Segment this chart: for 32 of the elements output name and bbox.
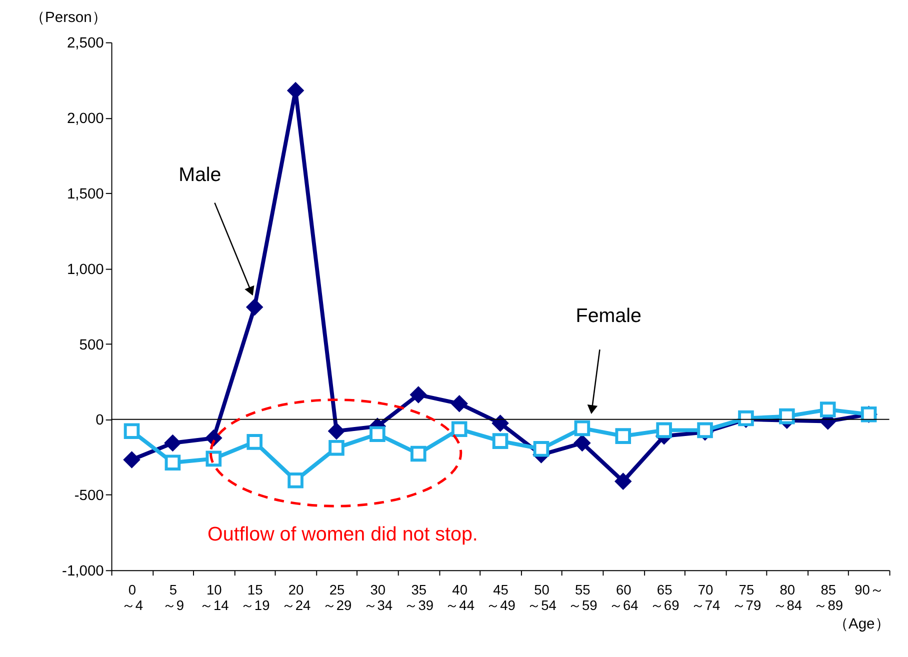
- x-tick-label: 65 ～69: [650, 582, 680, 614]
- x-tick-label: 90～: [854, 582, 884, 598]
- x-tick-label: 50 ～54: [527, 582, 557, 614]
- x-tick-label: 0 ～4: [121, 582, 144, 614]
- x-tick-label: 75 ～79: [732, 582, 762, 614]
- y-tick-label: 500: [79, 337, 104, 354]
- annotation: Outflow of women did not stop.: [208, 524, 478, 546]
- x-tick-label: 5 ～9: [162, 582, 184, 614]
- y-tick-label: 2,000: [66, 111, 104, 128]
- x-tick-label: 85 ～89: [814, 582, 844, 614]
- x-tick-label: 35 ～39: [404, 582, 434, 614]
- y-tick-label: 1,500: [66, 186, 104, 203]
- y-tick-label: -500: [74, 488, 104, 504]
- x-tick-label: 40 ～44: [445, 582, 475, 614]
- y-tick-label: 0: [96, 412, 104, 429]
- x-tick-label: 80 ～84: [772, 582, 802, 614]
- y-tick-label: 2,500: [66, 36, 104, 52]
- x-tick-label: 20 ～24: [281, 582, 312, 614]
- y-axis-title: （Person）: [30, 10, 107, 26]
- x-tick-label: 15 ～19: [240, 582, 270, 614]
- text: Male: [178, 164, 222, 186]
- x-tick-label: 25 ～29: [322, 582, 352, 614]
- y-tick-label: -1,000: [62, 564, 104, 580]
- text: Female: [576, 304, 642, 327]
- x-tick-label: 10 ～14: [199, 582, 230, 614]
- x-tick-label: 70 ～74: [690, 582, 721, 614]
- y-tick-label: 1,000: [66, 262, 104, 278]
- x-tick-label: 60 ～64: [608, 582, 639, 614]
- x-tick-label: 55 ～59: [568, 582, 598, 614]
- x-axis-title: （Age）: [834, 616, 890, 633]
- x-tick-label: 45 ～49: [486, 582, 516, 614]
- x-tick-label: 30 ～34: [363, 582, 393, 614]
